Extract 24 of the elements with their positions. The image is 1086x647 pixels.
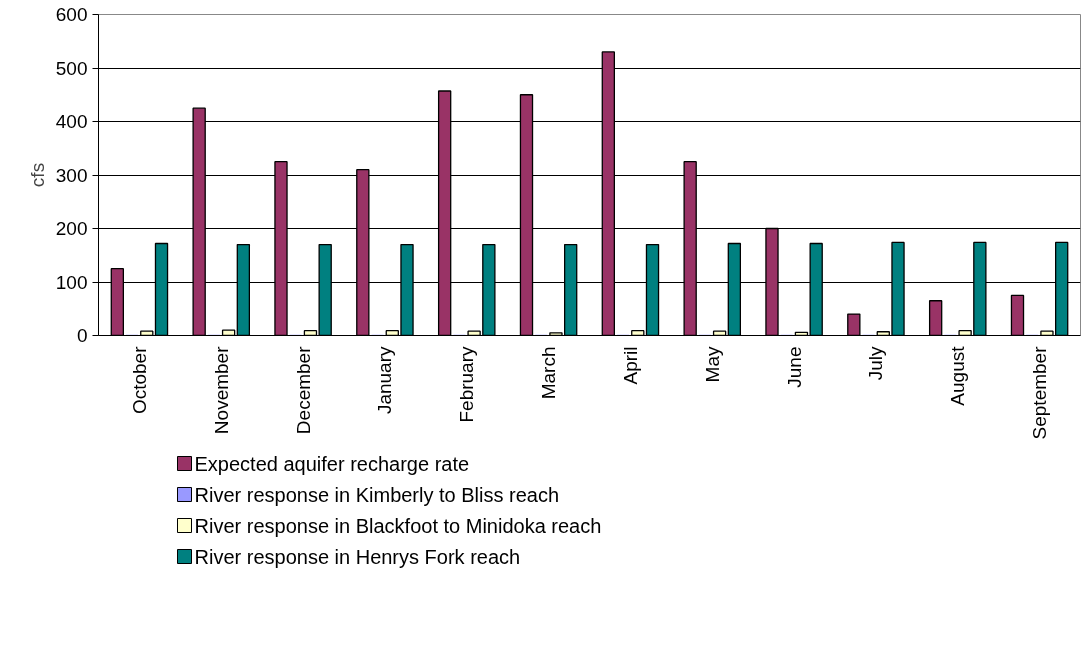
x-tick-label: March [538,346,560,400]
x-tick-label: October [128,345,150,415]
y-tick-label: 400 [55,111,88,132]
y-tick-label: 600 [55,4,88,25]
x-tick-label: December [292,345,314,435]
x-tick-label: May [701,346,723,383]
y-tick-label: 0 [76,325,88,346]
y-tick-label: 300 [55,164,88,186]
x-tick-label: August [947,345,969,406]
legend-label: River response in Kimberly to Bliss reach [194,483,560,506]
x-tick-label: September [1029,345,1051,440]
y-tick-label: 500 [55,57,88,79]
x-tick-label: February [456,346,478,423]
y-axis-title: cfs [26,162,48,188]
legend-label: River response in Henrys Fork reach [194,545,521,568]
x-tick-label: January [374,346,396,415]
x-tick-label: November [210,345,232,435]
x-tick-label: July [865,346,887,381]
x-tick-label: June [783,346,805,388]
legend-label: River response in Blackfoot to Minidoka reach [194,514,602,537]
x-tick-label: April [619,346,641,385]
y-tick-label: 100 [55,271,88,293]
legend-label: Expected aquifer recharge rate [194,452,470,475]
y-tick-label: 200 [55,218,88,239]
